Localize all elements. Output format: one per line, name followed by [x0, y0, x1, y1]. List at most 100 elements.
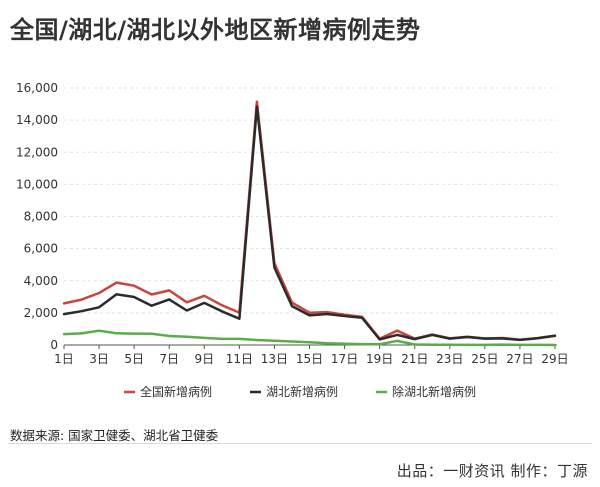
series-line — [62, 329, 557, 347]
series-lines — [62, 100, 557, 347]
x-tick-label: 23日 — [436, 352, 463, 366]
data-point — [63, 313, 65, 315]
x-tick-label: 19日 — [366, 352, 393, 366]
data-point — [484, 337, 486, 339]
data-point — [378, 338, 380, 340]
gridlines — [64, 87, 557, 314]
data-point — [186, 301, 188, 303]
data-point — [466, 336, 468, 338]
series-2 — [62, 105, 557, 342]
data-point — [80, 298, 82, 300]
data-point — [80, 310, 82, 312]
y-tick-label: 14,000 — [16, 113, 58, 127]
data-point — [115, 293, 117, 295]
x-tick-label: 21日 — [401, 352, 428, 366]
data-point — [326, 342, 328, 344]
y-tick-label: 16,000 — [16, 81, 58, 95]
line-chart: 0 2,000 4,000 6,000 8,000 10,000 12,000 14,000 1… — [16, 81, 569, 399]
data-point — [361, 343, 363, 345]
data-point — [115, 332, 117, 334]
legend-item: 全国新增病例 — [124, 384, 212, 399]
x-tick-label: 7日 — [159, 352, 179, 366]
y-tick-label: 2,000 — [24, 306, 58, 320]
data-point — [168, 289, 170, 291]
data-point — [98, 292, 100, 294]
data-point — [308, 314, 310, 316]
data-point — [501, 343, 503, 345]
data-point — [501, 337, 503, 339]
data-point — [63, 333, 65, 335]
data-point — [414, 343, 416, 345]
data-point — [361, 317, 363, 319]
data-point — [133, 332, 135, 334]
data-point — [221, 304, 223, 306]
data-point — [80, 332, 82, 334]
data-point — [186, 336, 188, 338]
x-tick-label: 27日 — [506, 352, 533, 366]
data-point — [308, 341, 310, 343]
footer-divider — [8, 443, 592, 444]
x-tick-label: 29日 — [541, 352, 568, 366]
data-point — [133, 284, 135, 286]
legend-label: 除湖北新增病例 — [392, 384, 476, 399]
legend-label: 全国新增病例 — [140, 384, 212, 399]
series-3 — [62, 329, 557, 347]
y-axis-tick-labels: 0 2,000 4,000 6,000 8,000 10,000 12,000 14,000 1… — [16, 81, 58, 352]
data-point — [238, 317, 240, 319]
data-point — [273, 340, 275, 342]
data-point — [256, 100, 258, 102]
data-point — [150, 304, 152, 306]
legend-label: 湖北新增病例 — [266, 384, 338, 399]
x-tick-label: 15日 — [296, 352, 323, 366]
data-point — [536, 344, 538, 346]
legend: 全国新增病例 湖北新增病例 除湖北新增病例 — [124, 384, 476, 399]
credit-line: 出品：一财资讯 制作：丁源 — [397, 460, 588, 481]
x-tick-label: 25日 — [471, 352, 498, 366]
series-line — [62, 105, 557, 342]
data-point — [63, 302, 65, 304]
data-point — [519, 344, 521, 346]
data-point — [150, 333, 152, 335]
data-point — [554, 344, 556, 346]
data-point — [168, 298, 170, 300]
data-point — [133, 296, 135, 298]
data-point — [343, 315, 345, 317]
data-point — [396, 330, 398, 332]
legend-item: 除湖北新增病例 — [376, 384, 476, 399]
data-point — [343, 343, 345, 345]
data-point — [98, 330, 100, 332]
data-point — [186, 309, 188, 311]
series-1 — [62, 100, 557, 341]
y-tick-label: 0 — [50, 338, 58, 352]
data-point — [98, 306, 100, 308]
data-source-note: 数据来源: 国家卫健委、湖北省卫健委 — [10, 428, 219, 443]
x-tick-label: 3日 — [89, 352, 109, 366]
x-tick-label: 5日 — [124, 352, 144, 366]
x-axis-tick-labels: 1日 3日 5日 7日 9日 11日 13日 15日 17日 19日 21日 23日 25日 27日 29日 — [54, 352, 568, 366]
data-point — [378, 343, 380, 345]
data-point — [449, 344, 451, 346]
data-point — [536, 337, 538, 339]
data-point — [414, 338, 416, 340]
data-point — [396, 340, 398, 342]
data-point — [115, 281, 117, 283]
data-point — [431, 344, 433, 346]
y-tick-label: 8,000 — [24, 210, 58, 224]
x-tick-label: 13日 — [261, 352, 288, 366]
data-point — [554, 335, 556, 337]
data-point — [221, 310, 223, 312]
data-point — [256, 105, 258, 107]
x-tick-label: 11日 — [226, 352, 253, 366]
data-point — [203, 337, 205, 339]
x-tick-label: 17日 — [331, 352, 358, 366]
data-point — [256, 339, 258, 341]
data-point — [238, 338, 240, 340]
data-point — [203, 295, 205, 297]
data-point — [484, 344, 486, 346]
data-point — [168, 335, 170, 337]
legend-item: 湖北新增病例 — [250, 384, 338, 399]
chart-title: 全国/湖北/湖北以外地区新增病例走势 — [10, 16, 421, 44]
y-tick-label: 10,000 — [16, 177, 58, 191]
data-point — [273, 266, 275, 268]
y-tick-label: 4,000 — [24, 274, 58, 288]
